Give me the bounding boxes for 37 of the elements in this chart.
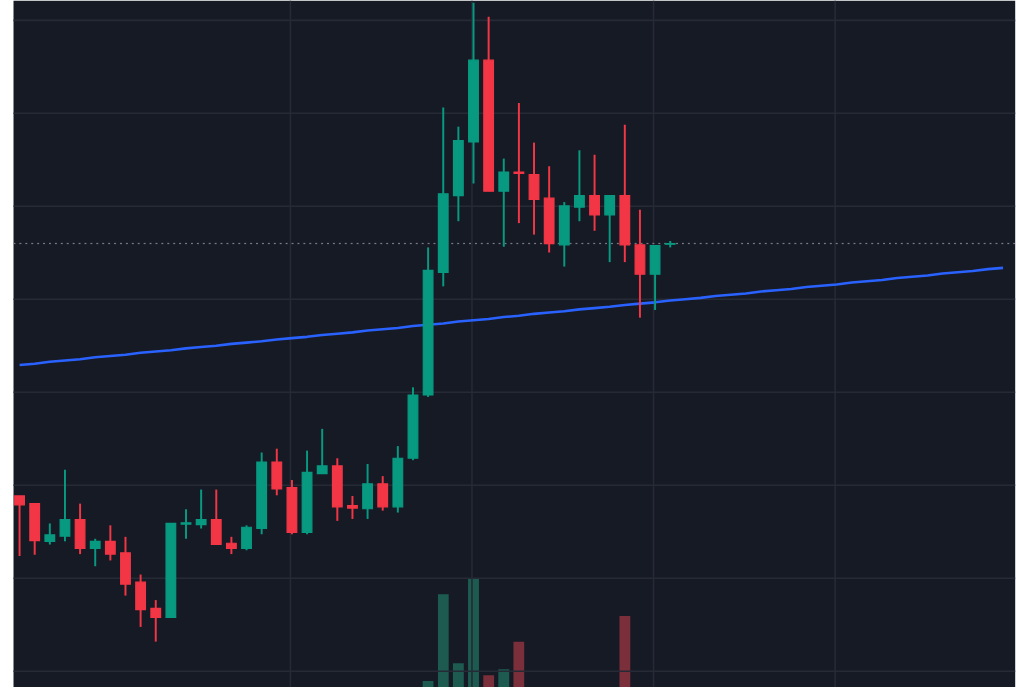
candlestick [59, 468, 71, 543]
candlestick [89, 537, 101, 567]
candlestick [362, 462, 374, 520]
candlestick [271, 447, 283, 497]
candlestick [29, 502, 41, 556]
candlestick [44, 522, 56, 546]
candlestick [210, 488, 222, 546]
candlestick [241, 524, 252, 552]
candlestick [316, 427, 328, 475]
candlestick [135, 573, 147, 628]
candlestick [604, 194, 616, 263]
candlestick [120, 535, 131, 597]
bar [513, 641, 525, 687]
bar [437, 594, 449, 687]
candlestick [634, 208, 646, 319]
candlestick [377, 474, 389, 512]
candlestick [558, 200, 570, 268]
candlestick [104, 524, 116, 562]
candlestick [150, 598, 162, 643]
candlestick [513, 101, 525, 224]
candlestick [498, 157, 510, 248]
bar [452, 663, 464, 687]
candlestick [347, 494, 358, 520]
candlestick [649, 244, 661, 311]
candlestick [528, 141, 540, 236]
candlestick [74, 502, 86, 555]
candlestick [286, 478, 298, 536]
candlestick [195, 488, 207, 530]
candlestick [331, 457, 343, 522]
bar [498, 668, 510, 687]
candlestick [573, 149, 585, 222]
bar [422, 680, 434, 687]
candlestick [543, 165, 555, 254]
candlestick [589, 153, 600, 232]
bar [483, 674, 495, 687]
candlestick [14, 494, 25, 557]
candlestick [180, 508, 192, 540]
